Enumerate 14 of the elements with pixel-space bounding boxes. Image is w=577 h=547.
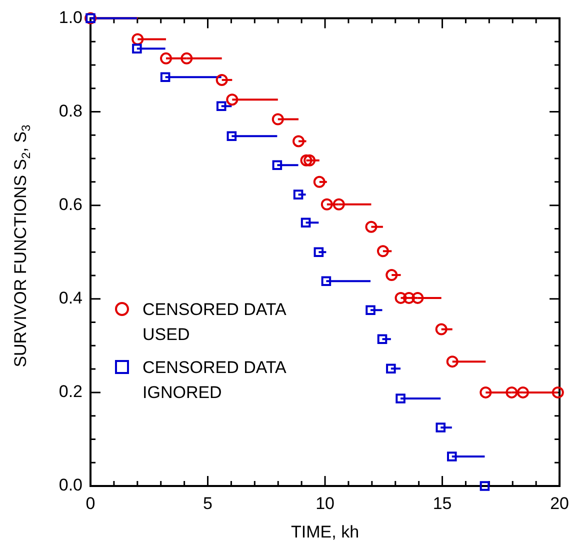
- x-tick-label: 15: [432, 494, 452, 513]
- x-tick-label: 10: [316, 494, 334, 513]
- x-tick-label: 20: [550, 494, 570, 513]
- y-tick-label: 0.0: [58, 476, 82, 495]
- legend-label: CENSORED DATA USED: [142, 299, 287, 346]
- y-tick-label: 0.6: [58, 195, 82, 214]
- x-axis-title: TIME, kh: [291, 522, 360, 542]
- legend-label: CENSORED DATA IGNORED: [142, 357, 287, 404]
- y-tick-label: 0.4: [58, 288, 82, 308]
- x-tick-label: 0: [86, 494, 96, 513]
- y-tick-label: 0.2: [58, 382, 82, 402]
- x-tick-label: 5: [203, 494, 212, 513]
- y-tick-label: 1.0: [58, 8, 82, 27]
- y-tick-label: 0.8: [58, 101, 82, 120]
